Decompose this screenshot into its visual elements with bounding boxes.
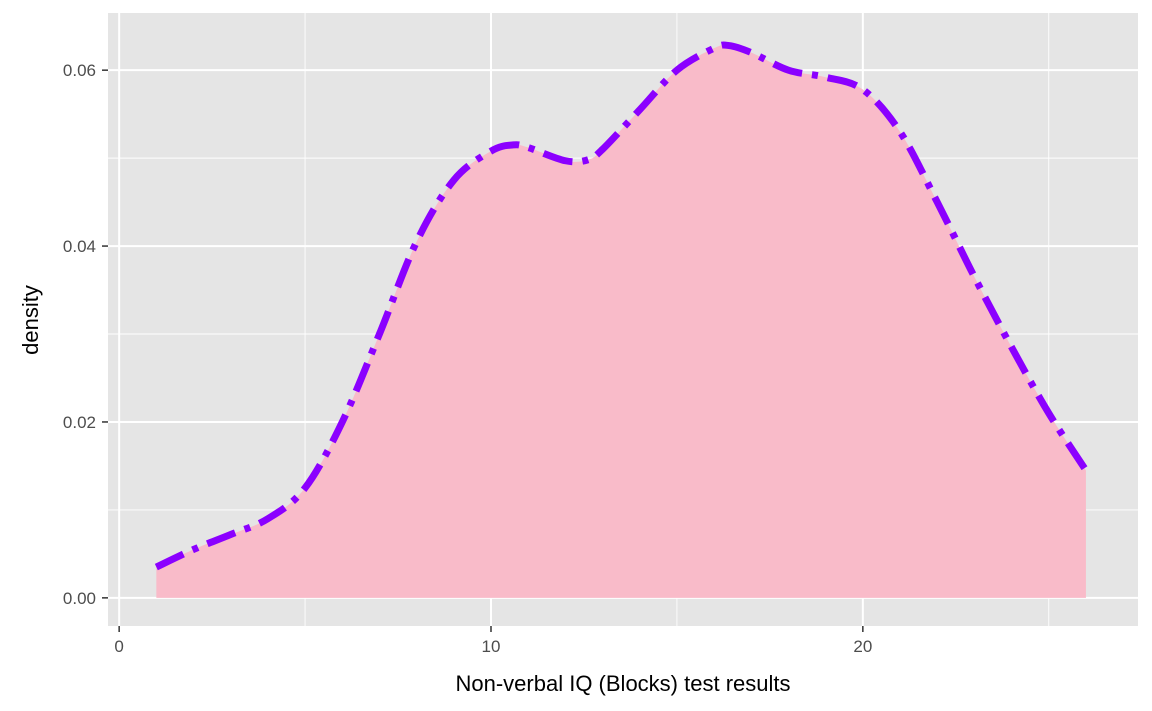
y-axis-title: density [18,285,43,355]
x-axis: 0 10 20 [114,626,872,656]
x-tick-label: 0 [114,637,123,656]
x-axis-title: Non-verbal IQ (Blocks) test results [456,671,791,696]
density-line [154,41,1089,571]
density-area-fill [156,44,1086,598]
y-tick-label: 0.00 [63,589,96,608]
y-tick-label: 0.04 [63,237,96,256]
y-axis: 0.00 0.02 0.04 0.06 [63,61,108,608]
y-tick-label: 0.06 [63,61,96,80]
x-tick-label: 10 [482,637,501,656]
y-tick-label: 0.02 [63,413,96,432]
x-tick-label: 20 [853,637,872,656]
